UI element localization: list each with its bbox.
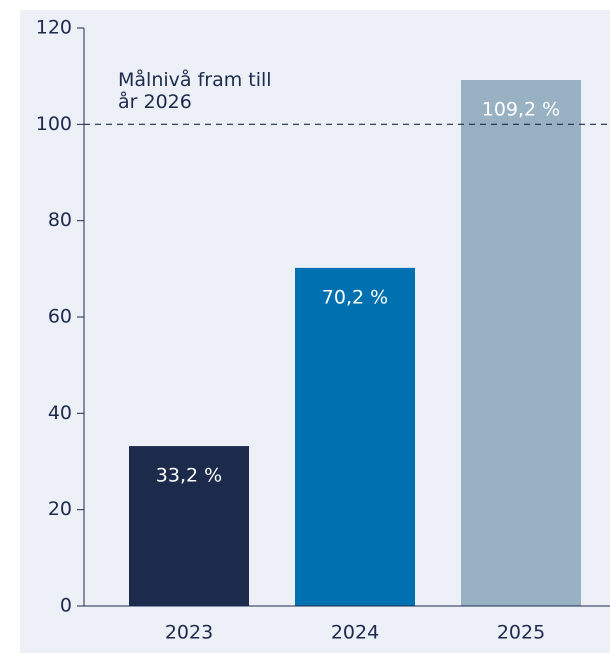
y-tick-label: 0 (60, 595, 72, 617)
reference-label: Målnivå fram till (118, 68, 272, 91)
value-label: 33,2 % (156, 465, 222, 487)
y-tick-label: 60 (48, 306, 72, 328)
y-tick-label: 40 (48, 402, 72, 424)
y-tick-label: 80 (48, 209, 72, 231)
value-label: 109,2 % (482, 99, 561, 121)
y-tick-label: 100 (36, 113, 72, 135)
y-tick-label: 20 (48, 498, 72, 520)
bar (129, 446, 249, 606)
reference-label: år 2026 (118, 90, 192, 113)
bar (295, 267, 415, 606)
bar (461, 80, 581, 606)
x-tick-label: 2025 (497, 622, 545, 644)
x-tick-label: 2024 (331, 622, 379, 644)
x-tick-label: 2023 (165, 622, 213, 644)
value-label: 70,2 % (322, 286, 388, 308)
y-tick-label: 120 (36, 17, 72, 39)
